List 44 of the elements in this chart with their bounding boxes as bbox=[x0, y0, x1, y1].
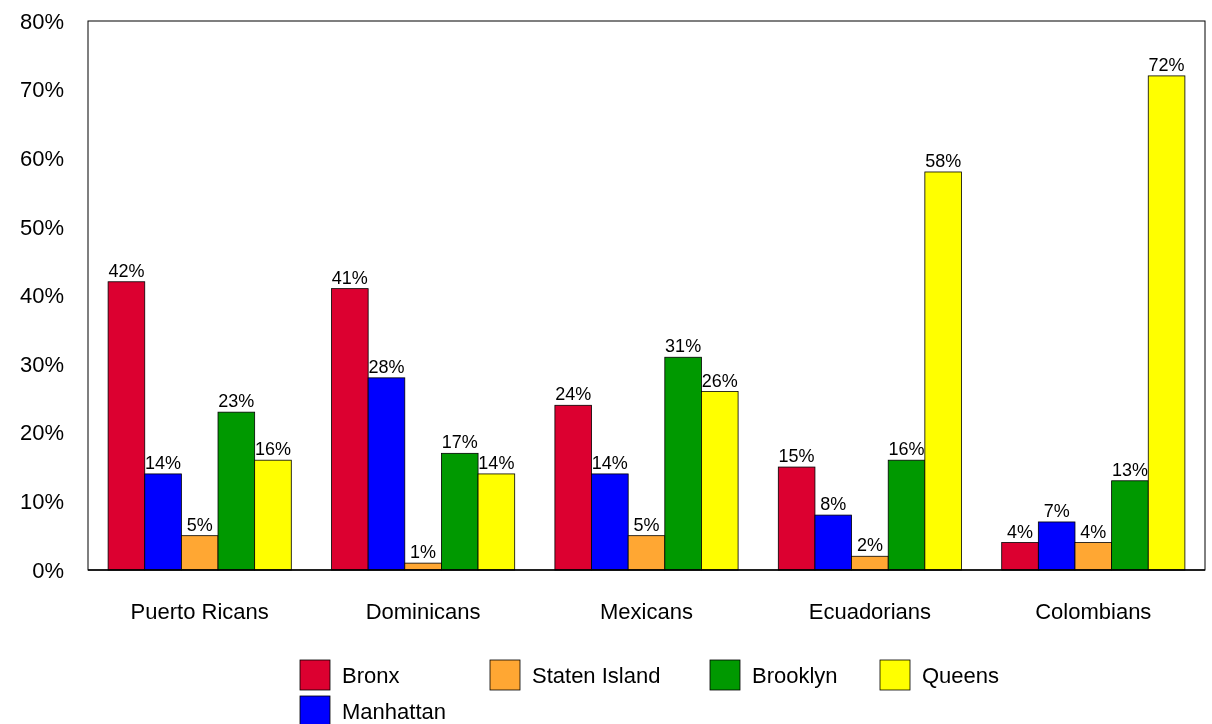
data-label: 5% bbox=[186, 514, 213, 535]
y-tick-label: 70% bbox=[19, 77, 64, 103]
y-tick-label: 20% bbox=[19, 420, 64, 446]
y-tick-label: 50% bbox=[19, 214, 64, 240]
data-label: 42% bbox=[108, 260, 145, 281]
legend-label: Staten Island bbox=[532, 662, 661, 688]
x-tick-label: Dominicans bbox=[365, 599, 481, 624]
data-label: 14% bbox=[478, 452, 515, 473]
data-label: 72% bbox=[1148, 54, 1185, 75]
data-label: 58% bbox=[925, 150, 962, 171]
data-label: 17% bbox=[441, 432, 478, 453]
data-label: 14% bbox=[591, 452, 628, 473]
data-label: 23% bbox=[218, 391, 255, 412]
legend-label: Brooklyn bbox=[752, 662, 838, 688]
data-label: 15% bbox=[778, 446, 815, 467]
data-label: 31% bbox=[665, 336, 702, 357]
data-label: 4% bbox=[1080, 521, 1107, 542]
data-label: 2% bbox=[856, 535, 883, 556]
legend-label: Bronx bbox=[342, 662, 400, 688]
data-label: 41% bbox=[331, 267, 368, 288]
y-tick-label: 30% bbox=[19, 351, 64, 377]
data-label: 1% bbox=[410, 542, 437, 563]
data-label: 16% bbox=[254, 439, 291, 460]
legend-label: Queens bbox=[922, 662, 1000, 688]
data-label: 28% bbox=[368, 356, 405, 377]
data-label: 24% bbox=[555, 384, 592, 405]
y-tick-label: 60% bbox=[19, 145, 64, 171]
y-tick-label: 40% bbox=[19, 283, 64, 309]
y-tick-label: 80% bbox=[19, 8, 64, 34]
x-tick-label: Puerto Ricans bbox=[130, 599, 269, 624]
x-tick-label: Mexicans bbox=[600, 599, 693, 624]
x-tick-label: Ecuadorians bbox=[808, 599, 932, 624]
y-tick-label: 10% bbox=[19, 489, 64, 515]
x-tick-label: Colombians bbox=[1035, 599, 1152, 624]
data-label: 16% bbox=[888, 439, 925, 460]
data-label: 4% bbox=[1007, 521, 1034, 542]
data-label: 13% bbox=[1111, 459, 1148, 480]
legend-label: Manhattan bbox=[342, 698, 446, 724]
y-tick-label: 0% bbox=[32, 557, 64, 583]
data-label: 14% bbox=[145, 452, 182, 473]
data-label: 5% bbox=[633, 514, 660, 535]
data-label: 8% bbox=[820, 494, 847, 515]
data-label: 26% bbox=[701, 370, 738, 391]
data-label: 7% bbox=[1043, 500, 1070, 521]
